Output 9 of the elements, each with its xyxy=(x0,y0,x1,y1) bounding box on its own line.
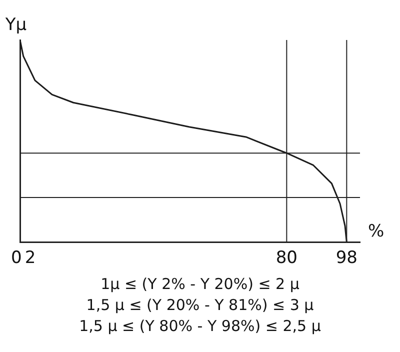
x-tick-label: 0 xyxy=(11,248,22,268)
text: 1μ ≤ (Y 2% - Y 20%) ≤ 2 μ xyxy=(100,274,300,295)
text: 1,5 μ ≤ (Y 20% - Y 81%) ≤ 3 μ xyxy=(85,295,315,316)
x-tick-label: 2 xyxy=(24,248,36,268)
x-axis-title: % xyxy=(368,221,384,242)
text: 1,5 μ ≤ (Y 80% - Y 98%) ≤ 2,5 μ xyxy=(78,316,322,337)
x-tick-label: 80 xyxy=(276,248,298,268)
x-tick-label: 98 xyxy=(336,248,358,268)
y-axis-title: Yμ xyxy=(4,14,27,35)
